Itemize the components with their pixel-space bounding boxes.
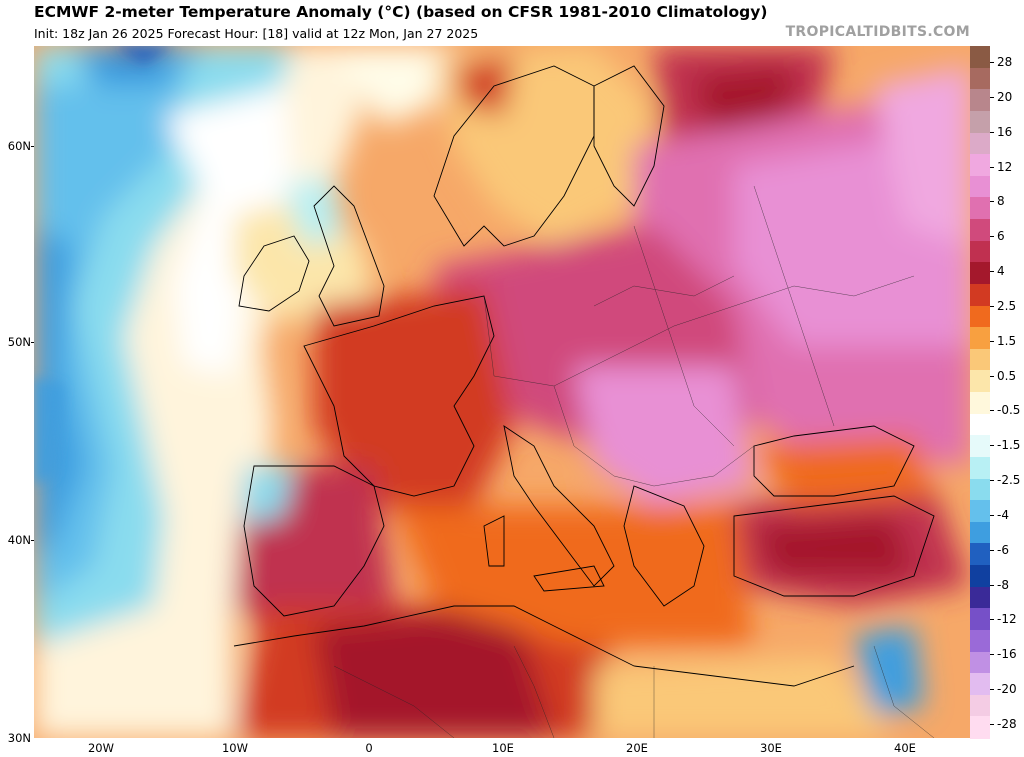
colorbar-swatch: [970, 565, 990, 588]
colorbar-swatch: [970, 67, 990, 90]
lon-label-20e: 20E: [626, 741, 648, 755]
colorbar-label: 20: [997, 89, 1013, 104]
colorbar-label: -20: [997, 682, 1017, 697]
page-title: ECMWF 2-meter Temperature Anomaly (°C) (…: [34, 3, 768, 21]
colorbar-swatch: [970, 283, 990, 306]
colorbar-swatch: [970, 586, 990, 609]
colorbar-label: 0.5: [997, 368, 1017, 383]
colorbar-swatch: [970, 521, 990, 544]
colorbar-label: 28: [997, 55, 1013, 69]
colorbar-tick: [990, 166, 994, 168]
colorbar-label: -16: [997, 647, 1017, 662]
lat-tick: [31, 146, 34, 147]
lon-label-10w: 10W: [221, 741, 249, 755]
colorbar-label: -12: [997, 612, 1017, 627]
colorbar-swatch: [970, 262, 990, 285]
colorbar-label: 12: [997, 159, 1013, 174]
anomaly-map: [34, 46, 970, 738]
colorbar-tick: [990, 689, 994, 691]
colorbar-label: -2.5: [997, 473, 1021, 488]
colorbar-swatch: [970, 629, 990, 652]
colorbar-swatch: [970, 46, 990, 69]
colorbar-swatch: [970, 89, 990, 112]
lat-label-60n: 60N: [7, 139, 31, 153]
colorbar-swatch: [970, 240, 990, 263]
colorbar-tick: [990, 201, 994, 203]
colorbar-tick: [990, 619, 994, 621]
colorbar-label: 2.5: [997, 298, 1017, 313]
lon-label-20w: 20W: [87, 741, 115, 755]
colorbar-swatch: [970, 132, 990, 155]
colorbar-tick: [990, 584, 994, 586]
colorbar-label: -8: [997, 577, 1009, 592]
colorbar-swatch: [970, 392, 990, 415]
lat-label-30n: 30N: [7, 731, 31, 745]
colorbar-label: -28: [997, 717, 1017, 731]
colorbar-label: 8: [997, 194, 1005, 209]
lon-label-10e: 10E: [492, 741, 514, 755]
colorbar-tick: [990, 514, 994, 516]
colorbar-swatch: [970, 110, 990, 133]
colorbar-legend: 28 20 16 12 8 6 4 2.5 1.5 0.5 -0.5 -1.5 -2.5 -4 -6 -8 -1…: [970, 46, 1024, 739]
colorbar-tick: [990, 236, 994, 238]
colorbar-swatch: [970, 651, 990, 674]
colorbar-tick: [990, 375, 994, 377]
colorbar-swatch: [970, 175, 990, 198]
colorbar-swatch: [970, 608, 990, 631]
colorbar-tick: [990, 654, 994, 656]
coastlines: [233, 65, 935, 687]
colorbar-label: 4: [997, 264, 1005, 279]
colorbar-tick: [990, 480, 994, 482]
colorbar-tick: [990, 724, 994, 725]
lat-label-40n: 40N: [7, 533, 31, 547]
colorbar-swatch: [970, 478, 990, 501]
colorbar-swatch: [970, 456, 990, 479]
colorbar-swatch: [970, 500, 990, 523]
colorbar-tick: [990, 445, 994, 447]
colorbar-tick: [990, 549, 994, 551]
colorbar-tick: [990, 131, 994, 133]
colorbar-swatch: [970, 543, 990, 566]
colorbar-swatch: [970, 413, 990, 436]
colorbar-label: 6: [997, 229, 1005, 244]
lat-label-50n: 50N: [7, 335, 31, 349]
colorbar-label: -1.5: [997, 438, 1021, 453]
colorbar-label: -6: [997, 542, 1009, 557]
anomaly-field: [34, 46, 970, 738]
colorbar-swatch: [970, 694, 990, 717]
colorbar-tick: [990, 410, 994, 412]
colorbar-swatch: [970, 716, 990, 739]
colorbar-tick: [990, 96, 994, 98]
site-credit: TROPICALTIDBITS.COM: [785, 24, 970, 40]
map-canvas: [34, 46, 970, 738]
colorbar-swatch: [970, 154, 990, 177]
lon-label-0: 0: [365, 741, 373, 755]
lat-tick: [31, 342, 34, 343]
colorbar-tick: [990, 340, 994, 342]
colorbar-swatch: [970, 219, 990, 242]
lon-label-40e: 40E: [894, 741, 916, 755]
colorbar-label: 16: [997, 124, 1013, 139]
colorbar-tick: [990, 271, 994, 273]
colorbar-label: -0.5: [997, 403, 1021, 418]
colorbar-tick: [990, 62, 994, 63]
colorbar-label: 1.5: [997, 333, 1017, 348]
colorbar-swatch: [970, 673, 990, 696]
colorbar-swatch: [970, 348, 990, 371]
colorbar-label: -4: [997, 507, 1009, 522]
colorbar-swatch: [970, 370, 990, 393]
lon-label-30e: 30E: [760, 741, 782, 755]
colorbar-swatch: [970, 197, 990, 220]
colorbar-swatch: [970, 305, 990, 328]
colorbar-swatch: [970, 435, 990, 458]
colorbar-swatch: [970, 327, 990, 350]
colorbar-tick: [990, 305, 994, 307]
lat-tick: [31, 540, 34, 541]
country-borders: [333, 185, 935, 738]
forecast-info: Init: 18z Jan 26 2025 Forecast Hour: [18…: [34, 26, 479, 41]
